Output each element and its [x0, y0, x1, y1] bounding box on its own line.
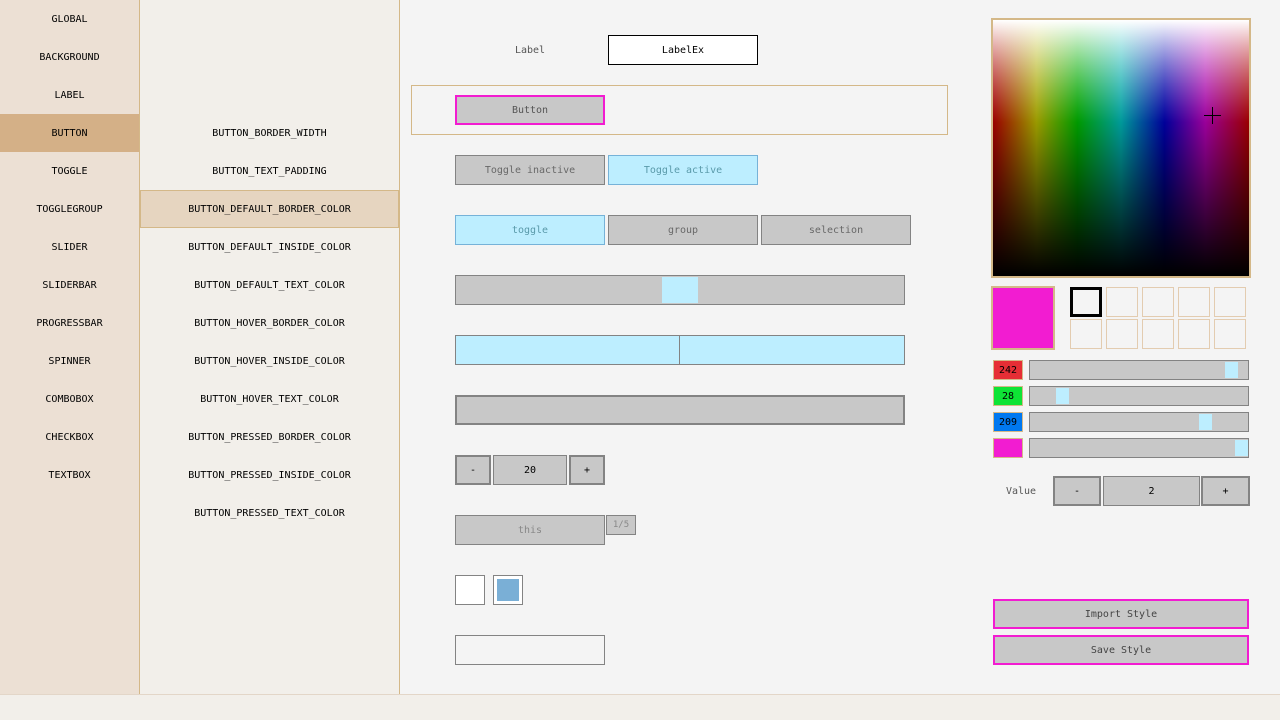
property-item[interactable]: BUTTON_DEFAULT_INSIDE_COLOR [188, 241, 351, 253]
green-slider-handle[interactable] [1056, 388, 1070, 404]
color-swatch[interactable] [1142, 287, 1174, 317]
value-decrement[interactable]: - [1053, 476, 1101, 506]
crosshair-icon [1204, 107, 1221, 124]
save-style-button[interactable]: Save Style [993, 635, 1249, 665]
category-list: GLOBAL BACKGROUND LABEL BUTTON TOGGLE TOGGLEG… [0, 0, 140, 695]
preview-panel: Label LabelEx Button Toggle inactive Tog… [400, 0, 960, 695]
value-increment[interactable]: + [1201, 476, 1250, 506]
alpha-slider[interactable] [1029, 438, 1249, 458]
color-swatch[interactable] [1214, 319, 1246, 349]
status-bar [0, 694, 1280, 720]
spinner-decrement[interactable]: - [455, 455, 491, 485]
property-item[interactable]: BUTTON_DEFAULT_BORDER_COLOR [140, 190, 399, 228]
property-list: BUTTON_BORDER_WIDTH BUTTON_TEXT_PADDING BU… [140, 0, 400, 695]
checkbox-unchecked[interactable] [455, 575, 485, 605]
property-item[interactable]: BUTTON_HOVER_BORDER_COLOR [194, 317, 345, 329]
blue-slider-handle[interactable] [1198, 414, 1212, 430]
button-preview[interactable]: Button [455, 95, 605, 125]
color-panel: 242 28 209 Value - 2 + Import Style Save… [960, 0, 1280, 695]
green-value[interactable]: 28 [993, 386, 1023, 406]
color-swatch[interactable] [1142, 319, 1174, 349]
combobox[interactable]: this [455, 515, 605, 545]
selected-control-frame [411, 85, 948, 135]
label-preview: Label [514, 44, 546, 56]
category-item[interactable]: BUTTON [0, 114, 139, 152]
red-slider-handle[interactable] [1224, 362, 1238, 378]
category-item[interactable]: PROGRESSBAR [36, 317, 103, 329]
property-item[interactable]: BUTTON_TEXT_PADDING [212, 165, 327, 177]
value-field[interactable]: 2 [1103, 476, 1200, 506]
value-label: Value [1005, 485, 1037, 497]
category-item[interactable]: CHECKBOX [45, 431, 94, 443]
color-swatch[interactable] [1070, 319, 1102, 349]
color-swatch[interactable] [1214, 287, 1246, 317]
red-slider[interactable] [1029, 360, 1249, 380]
category-item[interactable]: SPINNER [48, 355, 91, 367]
color-swatch[interactable] [1106, 287, 1138, 317]
property-item[interactable]: BUTTON_PRESSED_BORDER_COLOR [188, 431, 351, 443]
category-item[interactable]: LABEL [54, 89, 85, 101]
property-item[interactable]: BUTTON_PRESSED_TEXT_COLOR [194, 507, 345, 519]
category-item[interactable]: BACKGROUND [39, 51, 100, 63]
category-item[interactable]: TOGGLE [51, 165, 88, 177]
color-preview [991, 286, 1055, 350]
slider-handle[interactable] [662, 277, 698, 303]
sliderbar[interactable] [455, 335, 905, 365]
green-slider[interactable] [1029, 386, 1249, 406]
color-swatch[interactable] [1178, 319, 1210, 349]
category-item[interactable]: GLOBAL [51, 13, 88, 25]
color-swatch[interactable] [1178, 287, 1210, 317]
alpha-slider-handle[interactable] [1235, 440, 1248, 456]
blue-value[interactable]: 209 [993, 412, 1023, 432]
spinner-value[interactable]: 20 [493, 455, 567, 485]
blue-slider[interactable] [1029, 412, 1249, 432]
textbox[interactable] [455, 635, 605, 665]
category-item[interactable]: TOGGLEGROUP [36, 203, 103, 215]
import-style-button[interactable]: Import Style [993, 599, 1249, 629]
label-ex-preview: LabelEx [608, 35, 758, 65]
toggle-active[interactable]: Toggle active [608, 155, 758, 185]
checkbox-check-mark [497, 579, 519, 601]
slider[interactable] [455, 275, 905, 305]
category-item[interactable]: TEXTBOX [48, 469, 91, 481]
category-item[interactable]: SLIDERBAR [42, 279, 97, 291]
checkbox-checked[interactable] [493, 575, 523, 605]
property-item[interactable]: BUTTON_HOVER_TEXT_COLOR [200, 393, 339, 405]
toggle-inactive[interactable]: Toggle inactive [455, 155, 605, 185]
combobox-counter[interactable]: 1/5 [606, 515, 636, 535]
category-item[interactable]: COMBOBOX [45, 393, 94, 405]
color-picker[interactable] [991, 18, 1251, 278]
color-swatch[interactable] [1106, 319, 1138, 349]
toggle-group-item[interactable]: selection [761, 215, 911, 245]
property-item[interactable]: BUTTON_PRESSED_INSIDE_COLOR [188, 469, 351, 481]
alpha-color[interactable] [993, 438, 1023, 458]
toggle-group-item[interactable]: toggle [455, 215, 605, 245]
color-swatch[interactable] [1070, 287, 1102, 317]
category-item[interactable]: SLIDER [51, 241, 88, 253]
toggle-group-item[interactable]: group [608, 215, 758, 245]
spinner-increment[interactable]: + [569, 455, 605, 485]
sliderbar-fill-edge [679, 336, 680, 364]
property-item[interactable]: BUTTON_BORDER_WIDTH [212, 127, 327, 139]
property-item[interactable]: BUTTON_HOVER_INSIDE_COLOR [194, 355, 345, 367]
red-value[interactable]: 242 [993, 360, 1023, 380]
property-item[interactable]: BUTTON_DEFAULT_TEXT_COLOR [194, 279, 345, 291]
progressbar [455, 395, 905, 425]
